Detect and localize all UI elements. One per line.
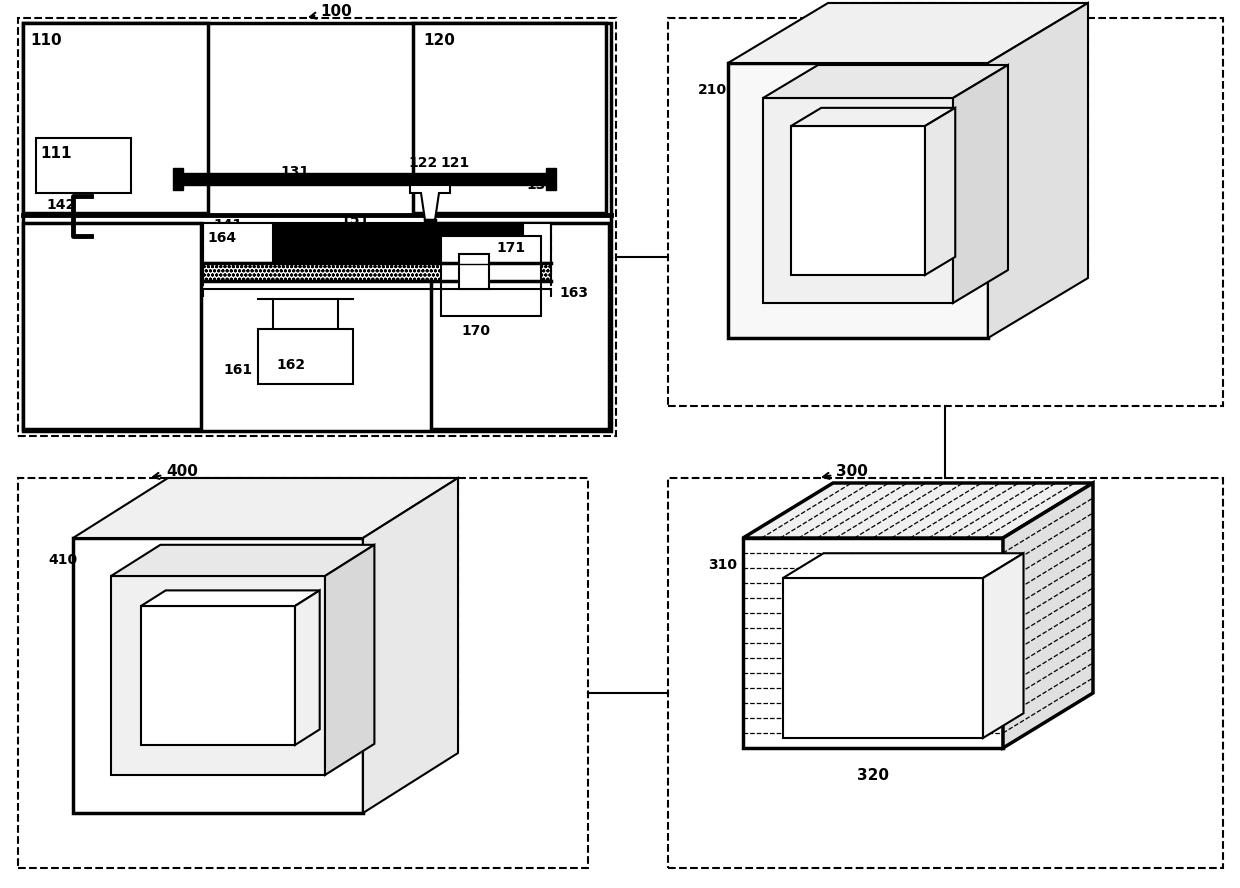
Polygon shape [73, 478, 458, 538]
Bar [459, 254, 489, 289]
Text: 200: 200 [868, 4, 915, 19]
Bar [19, 18, 616, 436]
Bar [174, 168, 184, 190]
Bar [179, 173, 551, 185]
Text: 122: 122 [408, 156, 438, 170]
Bar [36, 138, 131, 193]
Text: 162: 162 [277, 358, 305, 372]
Bar [141, 606, 295, 745]
Polygon shape [983, 553, 1023, 738]
Text: 170: 170 [461, 324, 490, 338]
Polygon shape [141, 591, 320, 606]
Polygon shape [782, 553, 1023, 578]
Polygon shape [325, 545, 374, 775]
Text: 142: 142 [46, 198, 76, 212]
Text: 161: 161 [223, 363, 252, 377]
Bar [763, 98, 954, 303]
Text: 111: 111 [40, 146, 72, 161]
Polygon shape [988, 3, 1087, 338]
Text: 220: 220 [818, 193, 851, 208]
Text: 121: 121 [440, 156, 469, 170]
Bar [112, 576, 325, 775]
Text: 310: 310 [708, 558, 737, 572]
Bar [203, 263, 551, 281]
Text: 164: 164 [207, 231, 236, 245]
Text: 230: 230 [768, 113, 797, 127]
Bar [24, 223, 201, 429]
Bar [743, 538, 1003, 748]
Text: 400: 400 [153, 464, 198, 479]
Polygon shape [954, 65, 1008, 303]
Bar [432, 223, 609, 429]
Polygon shape [410, 185, 450, 220]
Bar [441, 236, 541, 316]
Bar [273, 223, 523, 263]
Text: 110: 110 [30, 33, 62, 48]
Text: 132: 132 [526, 178, 556, 192]
Bar [24, 23, 611, 431]
Text: 120: 120 [423, 33, 455, 48]
Text: 163: 163 [559, 286, 588, 300]
Polygon shape [743, 483, 1092, 538]
Polygon shape [1003, 483, 1092, 748]
Text: 141: 141 [213, 218, 242, 232]
Bar [24, 23, 208, 213]
Bar [728, 63, 988, 338]
Bar [73, 538, 363, 813]
Text: 420: 420 [117, 594, 145, 608]
Text: 300: 300 [823, 464, 868, 479]
Bar [203, 223, 273, 263]
Bar [258, 329, 353, 384]
Polygon shape [728, 3, 1087, 63]
Text: 210: 210 [698, 83, 727, 97]
Polygon shape [925, 107, 955, 275]
Polygon shape [763, 65, 1008, 98]
Bar [782, 578, 983, 738]
Polygon shape [363, 478, 458, 813]
Text: 410: 410 [48, 553, 77, 567]
Bar [523, 223, 551, 263]
Text: 100: 100 [310, 4, 352, 19]
Bar [668, 18, 1223, 406]
Bar [791, 126, 925, 275]
Text: 131: 131 [280, 165, 309, 179]
Bar [19, 478, 588, 868]
Text: 320: 320 [857, 768, 889, 783]
Bar [668, 478, 1223, 868]
Polygon shape [791, 107, 955, 126]
Polygon shape [112, 545, 374, 576]
Bar [413, 23, 606, 213]
Bar [546, 168, 556, 190]
Text: 151: 151 [340, 213, 370, 227]
Text: 171: 171 [496, 241, 525, 255]
Polygon shape [295, 591, 320, 745]
